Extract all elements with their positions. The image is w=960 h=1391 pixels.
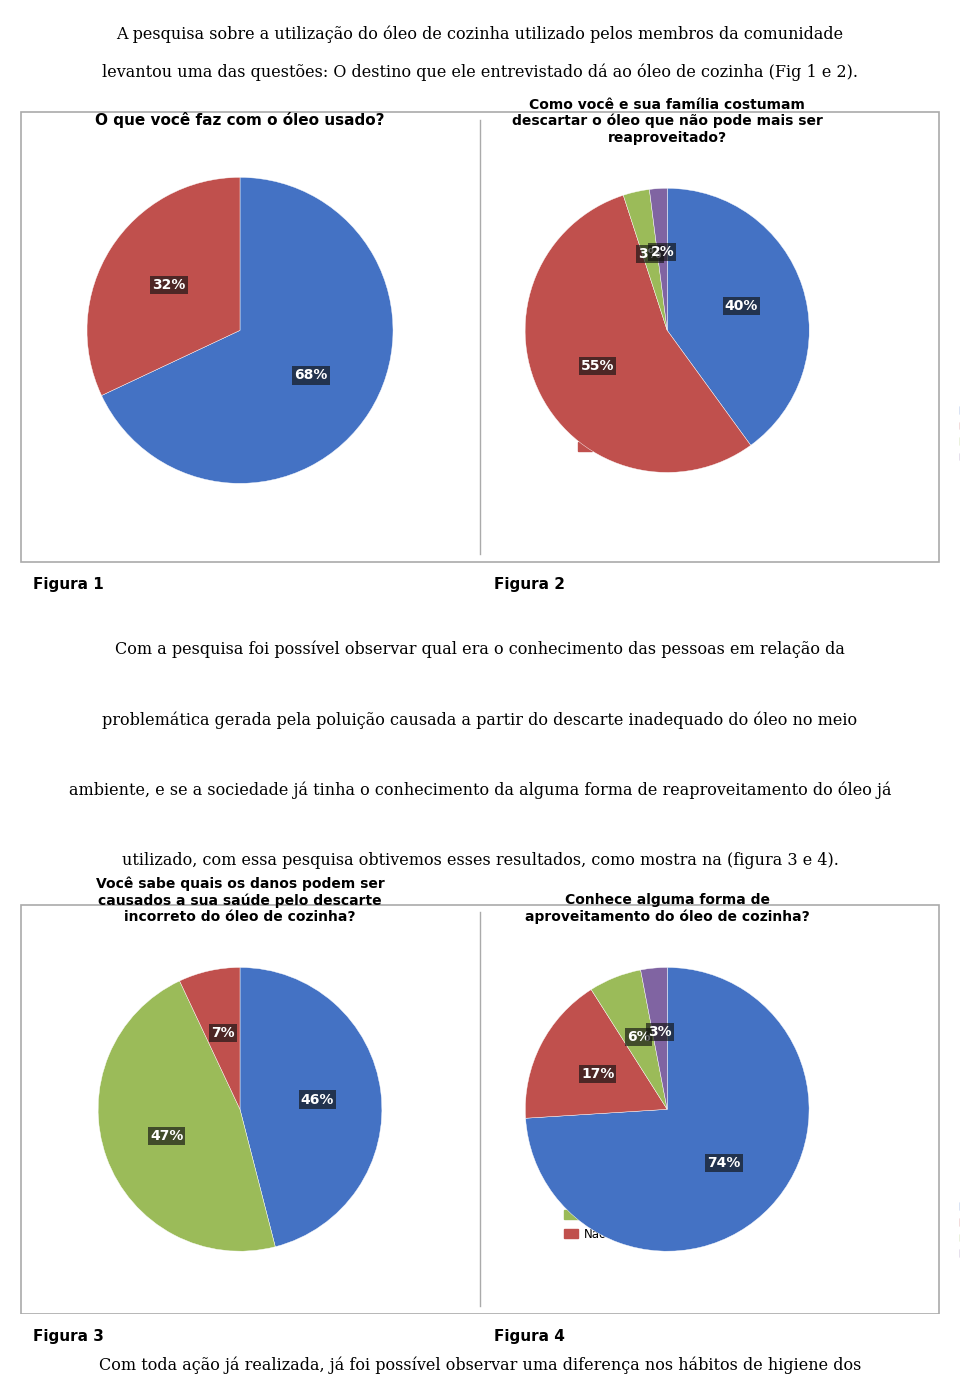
Wedge shape — [649, 188, 667, 331]
Title: Você sabe quais os danos podem ser
causados a sua saúde pelo descarte
incorreto : Você sabe quais os danos podem ser causa… — [96, 876, 384, 924]
Text: 47%: 47% — [150, 1128, 183, 1143]
Text: 2%: 2% — [651, 245, 674, 259]
Wedge shape — [591, 970, 667, 1110]
Legend: Sabão, Descarte/Guarda, Alimentação Animal, Outros: Sabão, Descarte/Guarda, Alimentação Anim… — [955, 402, 960, 467]
Text: A pesquisa sobre a utilização do óleo de cozinha utilizado pelos membros da comu: A pesquisa sobre a utilização do óleo de… — [116, 25, 844, 43]
FancyBboxPatch shape — [21, 906, 939, 1313]
FancyBboxPatch shape — [21, 113, 939, 562]
Wedge shape — [240, 968, 382, 1246]
Text: Com a pesquisa foi possível observar qual era o conhecimento das pessoas em rela: Com a pesquisa foi possível observar qua… — [115, 641, 845, 658]
Text: 32%: 32% — [153, 278, 185, 292]
Text: 6%: 6% — [627, 1029, 650, 1043]
Text: 55%: 55% — [581, 359, 614, 373]
Legend: Reaproveitamento, Descarte: Reaproveitamento, Descarte — [573, 417, 712, 459]
Title: O que você faz com o óleo usado?: O que você faz com o óleo usado? — [95, 113, 385, 128]
Title: Como você e sua família costumam
descartar o óleo que não pode mais ser
reaprove: Como você e sua família costumam descart… — [512, 97, 823, 145]
Title: Conhece alguma forma de
aproveitamento do óleo de cozinha?: Conhece alguma forma de aproveitamento d… — [525, 893, 809, 924]
Text: Figura 3: Figura 3 — [33, 1330, 104, 1344]
Wedge shape — [525, 989, 667, 1118]
Text: levantou uma das questões: O destino que ele entrevistado dá ao óleo de cozinha : levantou uma das questões: O destino que… — [102, 64, 858, 81]
Text: problemática gerada pela poluição causada a partir do descarte inadequado do óle: problemática gerada pela poluição causad… — [103, 711, 857, 729]
Wedge shape — [102, 177, 393, 483]
Text: 7%: 7% — [211, 1027, 235, 1040]
Wedge shape — [180, 968, 240, 1110]
Wedge shape — [525, 968, 809, 1251]
Text: Figura 1: Figura 1 — [33, 577, 104, 591]
Text: Figura 4: Figura 4 — [493, 1330, 564, 1344]
Wedge shape — [640, 968, 667, 1110]
Text: 46%: 46% — [300, 1092, 334, 1107]
Text: 68%: 68% — [295, 369, 327, 383]
Text: 74%: 74% — [708, 1156, 741, 1170]
Wedge shape — [667, 188, 809, 445]
Legend: Sim, Mais ou menos, Não: Sim, Mais ou menos, Não — [560, 1185, 678, 1245]
Text: 3%: 3% — [638, 248, 662, 262]
Text: 3%: 3% — [648, 1025, 672, 1039]
Wedge shape — [623, 189, 667, 331]
Text: Com toda ação já realizada, já foi possível observar uma diferença nos hábitos d: Com toda ação já realizada, já foi possí… — [99, 1356, 861, 1374]
Text: utilizado, com essa pesquisa obtivemos esses resultados, como mostra na (figura : utilizado, com essa pesquisa obtivemos e… — [122, 853, 838, 869]
Text: 17%: 17% — [581, 1067, 614, 1081]
Wedge shape — [98, 981, 276, 1251]
Text: Figura 2: Figura 2 — [493, 577, 564, 591]
Text: 40%: 40% — [725, 299, 758, 313]
Wedge shape — [87, 177, 240, 395]
Legend: Sabão, Não, Alimentação animal, Produção Biodisel: Sabão, Não, Alimentação animal, Produção… — [955, 1198, 960, 1263]
Wedge shape — [525, 195, 751, 473]
Text: ambiente, e se a sociedade já tinha o conhecimento da alguma forma de reaproveit: ambiente, e se a sociedade já tinha o co… — [69, 782, 891, 800]
